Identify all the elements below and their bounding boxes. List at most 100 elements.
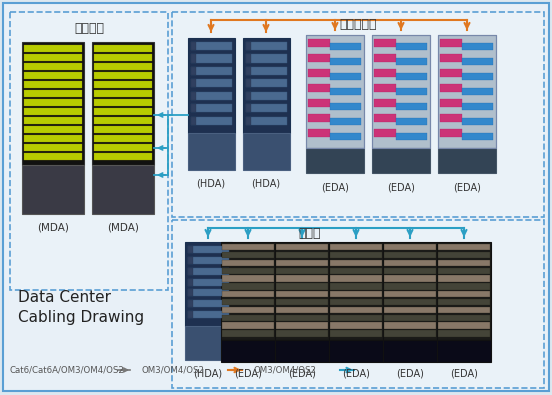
Bar [188, 290, 193, 297]
Text: (MDA): (MDA) [107, 222, 139, 232]
Bar [438, 291, 490, 297]
Bar [308, 99, 330, 107]
Bar [246, 55, 287, 62]
Bar [191, 92, 232, 100]
Bar [330, 43, 360, 50]
Bar [306, 148, 364, 173]
Bar [222, 275, 274, 282]
Bar [24, 108, 82, 115]
Text: (HDA): (HDA) [197, 178, 226, 188]
Bar [308, 39, 330, 47]
Bar [246, 79, 251, 87]
Bar [188, 290, 229, 297]
Bar [222, 307, 274, 313]
Bar [396, 43, 427, 50]
Bar [329, 340, 383, 362]
Bar [463, 133, 492, 140]
Bar [438, 252, 490, 258]
Bar [24, 144, 82, 151]
Bar [276, 252, 328, 258]
Bar [396, 133, 427, 140]
Bar [330, 330, 382, 337]
Bar [384, 291, 436, 297]
Text: (EDA): (EDA) [234, 368, 262, 378]
Bar [243, 38, 290, 133]
Bar [246, 104, 251, 112]
Bar [438, 35, 496, 148]
Bar [384, 260, 436, 266]
Bar [330, 275, 382, 282]
Text: (EDA): (EDA) [342, 368, 370, 378]
Bar [438, 244, 490, 250]
Bar [308, 114, 330, 122]
Bar [330, 118, 360, 125]
Bar [24, 72, 82, 79]
Text: 存储区: 存储区 [299, 227, 321, 240]
Bar [221, 242, 275, 340]
Bar [246, 42, 251, 50]
Bar [246, 92, 287, 100]
Bar [222, 244, 274, 250]
Bar [440, 84, 462, 92]
Bar [438, 330, 490, 337]
Bar [276, 267, 328, 274]
Text: (EDA): (EDA) [387, 183, 415, 193]
Bar [438, 299, 490, 305]
Bar [276, 299, 328, 305]
Bar [438, 35, 496, 148]
Bar [374, 129, 396, 137]
Bar [188, 300, 193, 307]
Bar [463, 103, 492, 110]
Bar [94, 54, 152, 61]
Text: (EDA): (EDA) [288, 368, 316, 378]
Bar [10, 12, 168, 290]
Bar [384, 244, 436, 250]
Bar [330, 322, 382, 329]
Bar [384, 314, 436, 321]
Text: Data Center: Data Center [18, 290, 111, 305]
Bar [24, 63, 82, 70]
Bar [191, 92, 196, 100]
Bar [94, 90, 152, 97]
Text: 主配线区: 主配线区 [74, 22, 104, 35]
Bar [94, 144, 152, 151]
Bar [94, 153, 152, 160]
Bar [374, 69, 396, 77]
Bar [330, 314, 382, 321]
Text: (MDA): (MDA) [37, 222, 69, 232]
Bar [188, 257, 229, 264]
Bar [330, 291, 382, 297]
Bar [440, 129, 462, 137]
Text: Cabling Drawing: Cabling Drawing [18, 310, 144, 325]
Text: 设备配线区: 设备配线区 [339, 18, 377, 31]
Bar [463, 43, 492, 50]
Bar [221, 340, 275, 362]
Text: OM3/OM4/OS2: OM3/OM4/OS2 [142, 365, 205, 374]
Bar [438, 148, 496, 173]
Bar [438, 260, 490, 266]
Bar [94, 63, 152, 70]
Bar [222, 283, 274, 290]
Bar [330, 252, 382, 258]
Bar [24, 135, 82, 142]
Bar [463, 73, 492, 80]
Bar [374, 84, 396, 92]
Bar [191, 55, 196, 62]
Bar [329, 242, 383, 340]
Bar [191, 67, 196, 75]
Bar [396, 58, 427, 65]
Bar [246, 67, 251, 75]
Bar [383, 242, 437, 340]
Bar [308, 129, 330, 137]
Bar [24, 45, 82, 52]
Bar [188, 246, 193, 253]
Bar [191, 117, 196, 125]
Bar [94, 126, 152, 133]
Bar [246, 117, 287, 125]
Bar [306, 35, 364, 148]
Bar [384, 267, 436, 274]
Bar [94, 99, 152, 106]
Bar [440, 99, 462, 107]
Bar [396, 88, 427, 95]
Bar [222, 291, 274, 297]
